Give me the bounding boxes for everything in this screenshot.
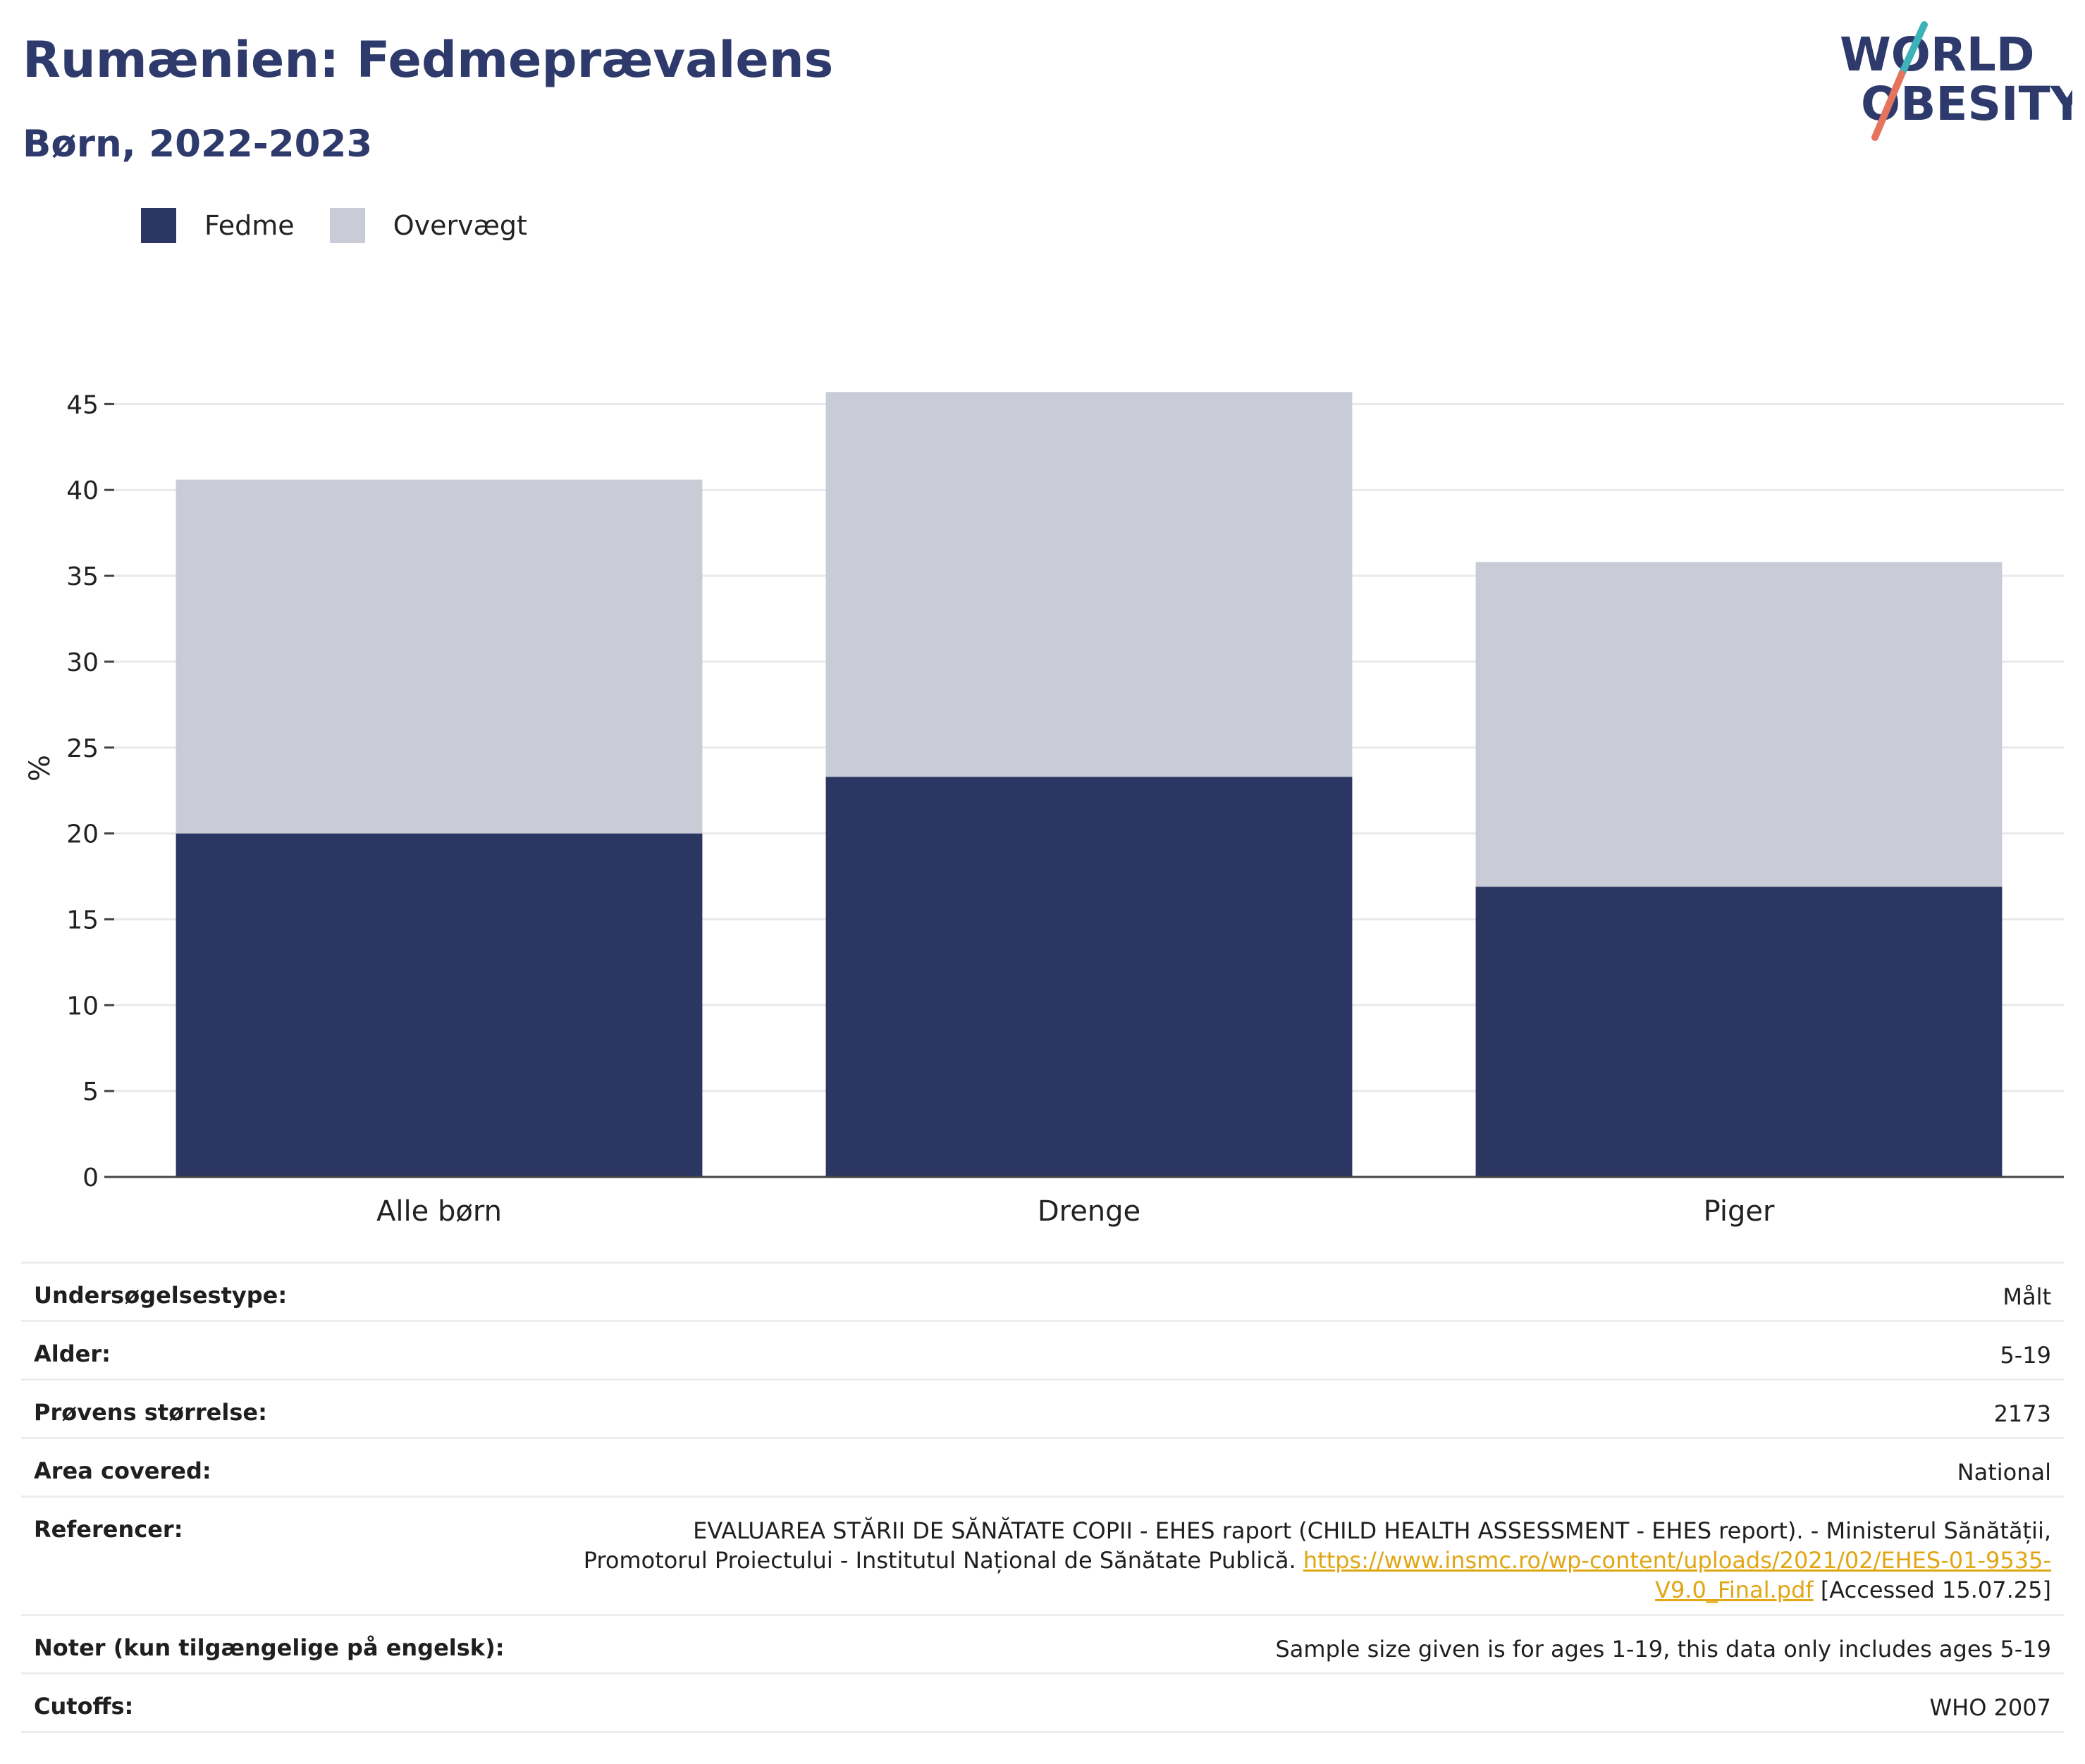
x-tick-label-2: Piger [1704,1195,1775,1228]
legend-item-overvaegt: Overvægt [329,208,527,243]
chart-legend: Fedme Overvægt [141,208,562,243]
stacked-bar-chart: 0 5 10 15 20 25 30 35 40 45% Alle børn Drenge Piger [24,390,2064,1228]
area-value: National [1957,1459,2051,1486]
bar-overvægt-1 [825,392,1353,777]
y-tick-label-30: 30 [66,648,99,677]
references-line2: Promotorul Proiectului - Institutul Nați… [583,1547,1303,1574]
legend-swatch-fedme [141,208,176,243]
y-tick-label-10: 10 [66,992,99,1020]
info-row-survey-type: Undersøgelsestype: Målt [21,1262,2064,1320]
references-value: EVALUAREA STĂRII DE SĂNĂTATE COPII - EHE… [584,1498,2051,1605]
legend-swatch-overvaegt [329,208,365,243]
bar-fedme-2 [1475,887,2003,1177]
info-row-notes: Noter (kun tilgængelige på engelsk): Sam… [21,1614,2064,1672]
references-link-part2[interactable]: V9.0_Final.pdf [1655,1577,1814,1603]
page-title: Rumænien: Fedmeprævalens [23,31,834,89]
info-row-sample: Prøvens størrelse: 2173 [21,1378,2064,1437]
y-tick-label-15: 15 [66,906,99,935]
y-tick-label-0: 0 [82,1164,99,1192]
info-row-area: Area covered: National [21,1437,2064,1495]
notes-label: Noter (kun tilgængelige på engelsk): [34,1634,505,1661]
logo-teal-stroke [1898,21,1928,78]
info-row-cutoffs: Cutoffs: WHO 2007 [21,1672,2064,1733]
y-tick-label-25: 25 [66,734,99,763]
sample-label: Prøvens størrelse: [34,1399,267,1426]
notes-value: Sample size given is for ages 1-19, this… [1275,1636,2051,1663]
y-tick-label-5: 5 [82,1078,99,1106]
references-accessed: [Accessed 15.07.25] [1813,1577,2051,1603]
x-tick-label-1: Drenge [1038,1195,1140,1228]
references-label: Referencer: [34,1516,183,1543]
legend-label-fedme: Fedme [204,210,295,241]
area-label: Area covered: [34,1457,211,1484]
cutoffs-label: Cutoffs: [34,1693,134,1720]
y-axis-label: % [24,755,56,782]
cutoffs-value: WHO 2007 [1929,1694,2052,1721]
survey-type-value: Målt [2003,1283,2051,1310]
references-line1: EVALUAREA STĂRII DE SĂNĂTATE COPII - EHE… [693,1517,2051,1544]
age-value: 5-19 [2000,1342,2051,1369]
logo-red-stroke [1871,70,1905,141]
page-subtitle: Børn, 2022-2023 [23,123,373,166]
info-table: Undersøgelsestype: Målt Alder: 5-19 Prøv… [21,1262,2064,1733]
age-label: Alder: [34,1340,111,1367]
y-tick-label-20: 20 [66,820,99,849]
survey-type-label: Undersøgelsestype: [34,1282,288,1309]
world-obesity-logo: WORLD OBESITY [1840,21,2072,141]
references-link-part1[interactable]: https://www.insmc.ro/wp-content/uploads/… [1303,1547,2051,1574]
bar-fedme-1 [825,777,1353,1177]
legend-item-fedme: Fedme [141,208,295,243]
bar-overvægt-2 [1475,562,2003,887]
sample-value: 2173 [1993,1400,2051,1427]
logo-line1: WORLD [1840,27,2035,82]
y-tick-label-40: 40 [66,476,99,505]
bar-overvægt-0 [176,479,703,834]
info-row-references: Referencer: EVALUAREA STĂRII DE SĂNĂTATE… [21,1495,2064,1614]
y-tick-label-45: 45 [66,390,99,419]
y-tick-label-35: 35 [66,562,99,591]
legend-label-overvaegt: Overvægt [393,210,527,241]
info-row-age: Alder: 5-19 [21,1320,2064,1378]
bar-fedme-0 [176,833,703,1177]
x-tick-label-0: Alle børn [376,1195,502,1228]
